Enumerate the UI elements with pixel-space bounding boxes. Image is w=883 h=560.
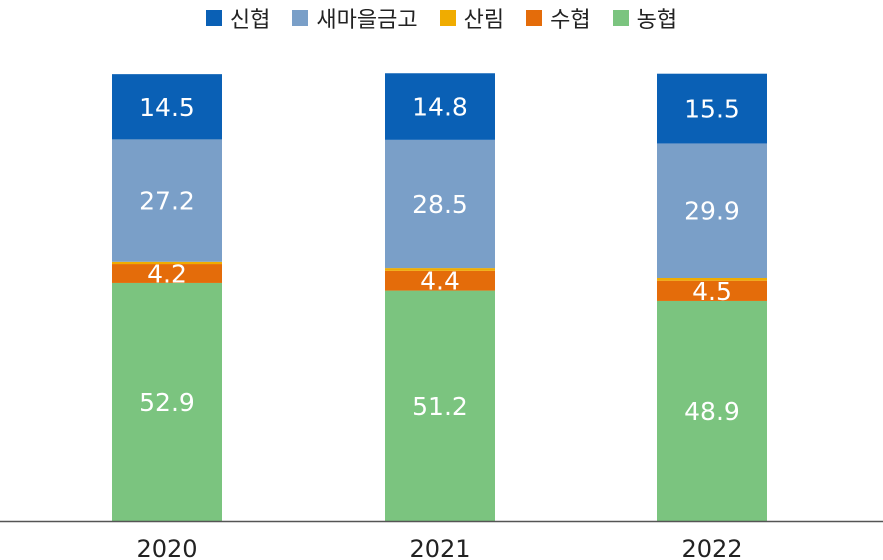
bar-nonghyup-2021 [385, 290, 495, 521]
data-label-nonghyup-2020: 52.9 [139, 388, 195, 417]
legend-swatch-saemaeul [292, 10, 309, 26]
legend-label-saemaeul: 새마을금고 [316, 8, 418, 33]
bar-sinhyup-2021 [385, 73, 495, 140]
legend-item-suhyup: 수협 [526, 2, 591, 34]
bar-nonghyup-2022 [657, 300, 767, 521]
legend-label-sinhyup: 신협 [229, 8, 271, 33]
x-tick-label-2021: 2021 [409, 535, 470, 560]
data-label-nonghyup-2021: 51.2 [412, 392, 468, 421]
bar-nonghyup-2020 [112, 282, 222, 521]
bar-sanrim-2020 [112, 261, 222, 265]
bar-suhyup-2022 [657, 280, 767, 301]
data-label-sinhyup-2021: 14.8 [412, 93, 468, 122]
data-label-suhyup-2021: 4.4 [420, 267, 460, 296]
data-label-suhyup-2020: 4.2 [147, 260, 187, 289]
data-label-sinhyup-2020: 14.5 [139, 93, 195, 122]
bar-saemaeul-2020 [112, 139, 222, 262]
data-label-sinhyup-2022: 15.5 [684, 95, 740, 124]
data-label-saemaeul-2022: 29.9 [684, 197, 740, 226]
legend: 신협 새마을금고 산림 수협 농협 [0, 0, 883, 36]
bar-suhyup-2020 [112, 264, 222, 283]
legend-label-sanrim: 산림 [463, 8, 505, 33]
legend-swatch-sinhyup [205, 10, 222, 26]
legend-swatch-suhyup [526, 10, 543, 26]
legend-item-saemaeul: 새마을금고 [292, 2, 418, 34]
bar-suhyup-2021 [385, 270, 495, 291]
bar-saemaeul-2021 [385, 139, 495, 269]
bar-sanrim-2022 [657, 278, 767, 281]
data-label-suhyup-2022: 4.5 [692, 277, 732, 306]
legend-swatch-sanrim [439, 10, 456, 26]
legend-swatch-nonghyup [612, 10, 629, 26]
bar-sinhyup-2022 [657, 73, 767, 144]
x-tick-label-2020: 2020 [136, 535, 197, 560]
legend-item-sinhyup: 신협 [205, 2, 271, 34]
legend-item-sanrim: 산림 [439, 2, 505, 34]
bar-sinhyup-2020 [112, 74, 222, 140]
x-tick-label-2022: 2022 [681, 535, 742, 560]
bar-sanrim-2021 [385, 268, 495, 271]
legend-item-nonghyup: 농협 [612, 2, 678, 34]
data-label-saemaeul-2020: 27.2 [139, 187, 195, 216]
data-label-saemaeul-2021: 28.5 [412, 190, 468, 219]
bar-saemaeul-2022 [657, 143, 767, 278]
legend-label-suhyup: 수협 [550, 8, 591, 33]
legend-label-nonghyup: 농협 [636, 8, 678, 33]
data-label-nonghyup-2022: 48.9 [684, 397, 740, 426]
